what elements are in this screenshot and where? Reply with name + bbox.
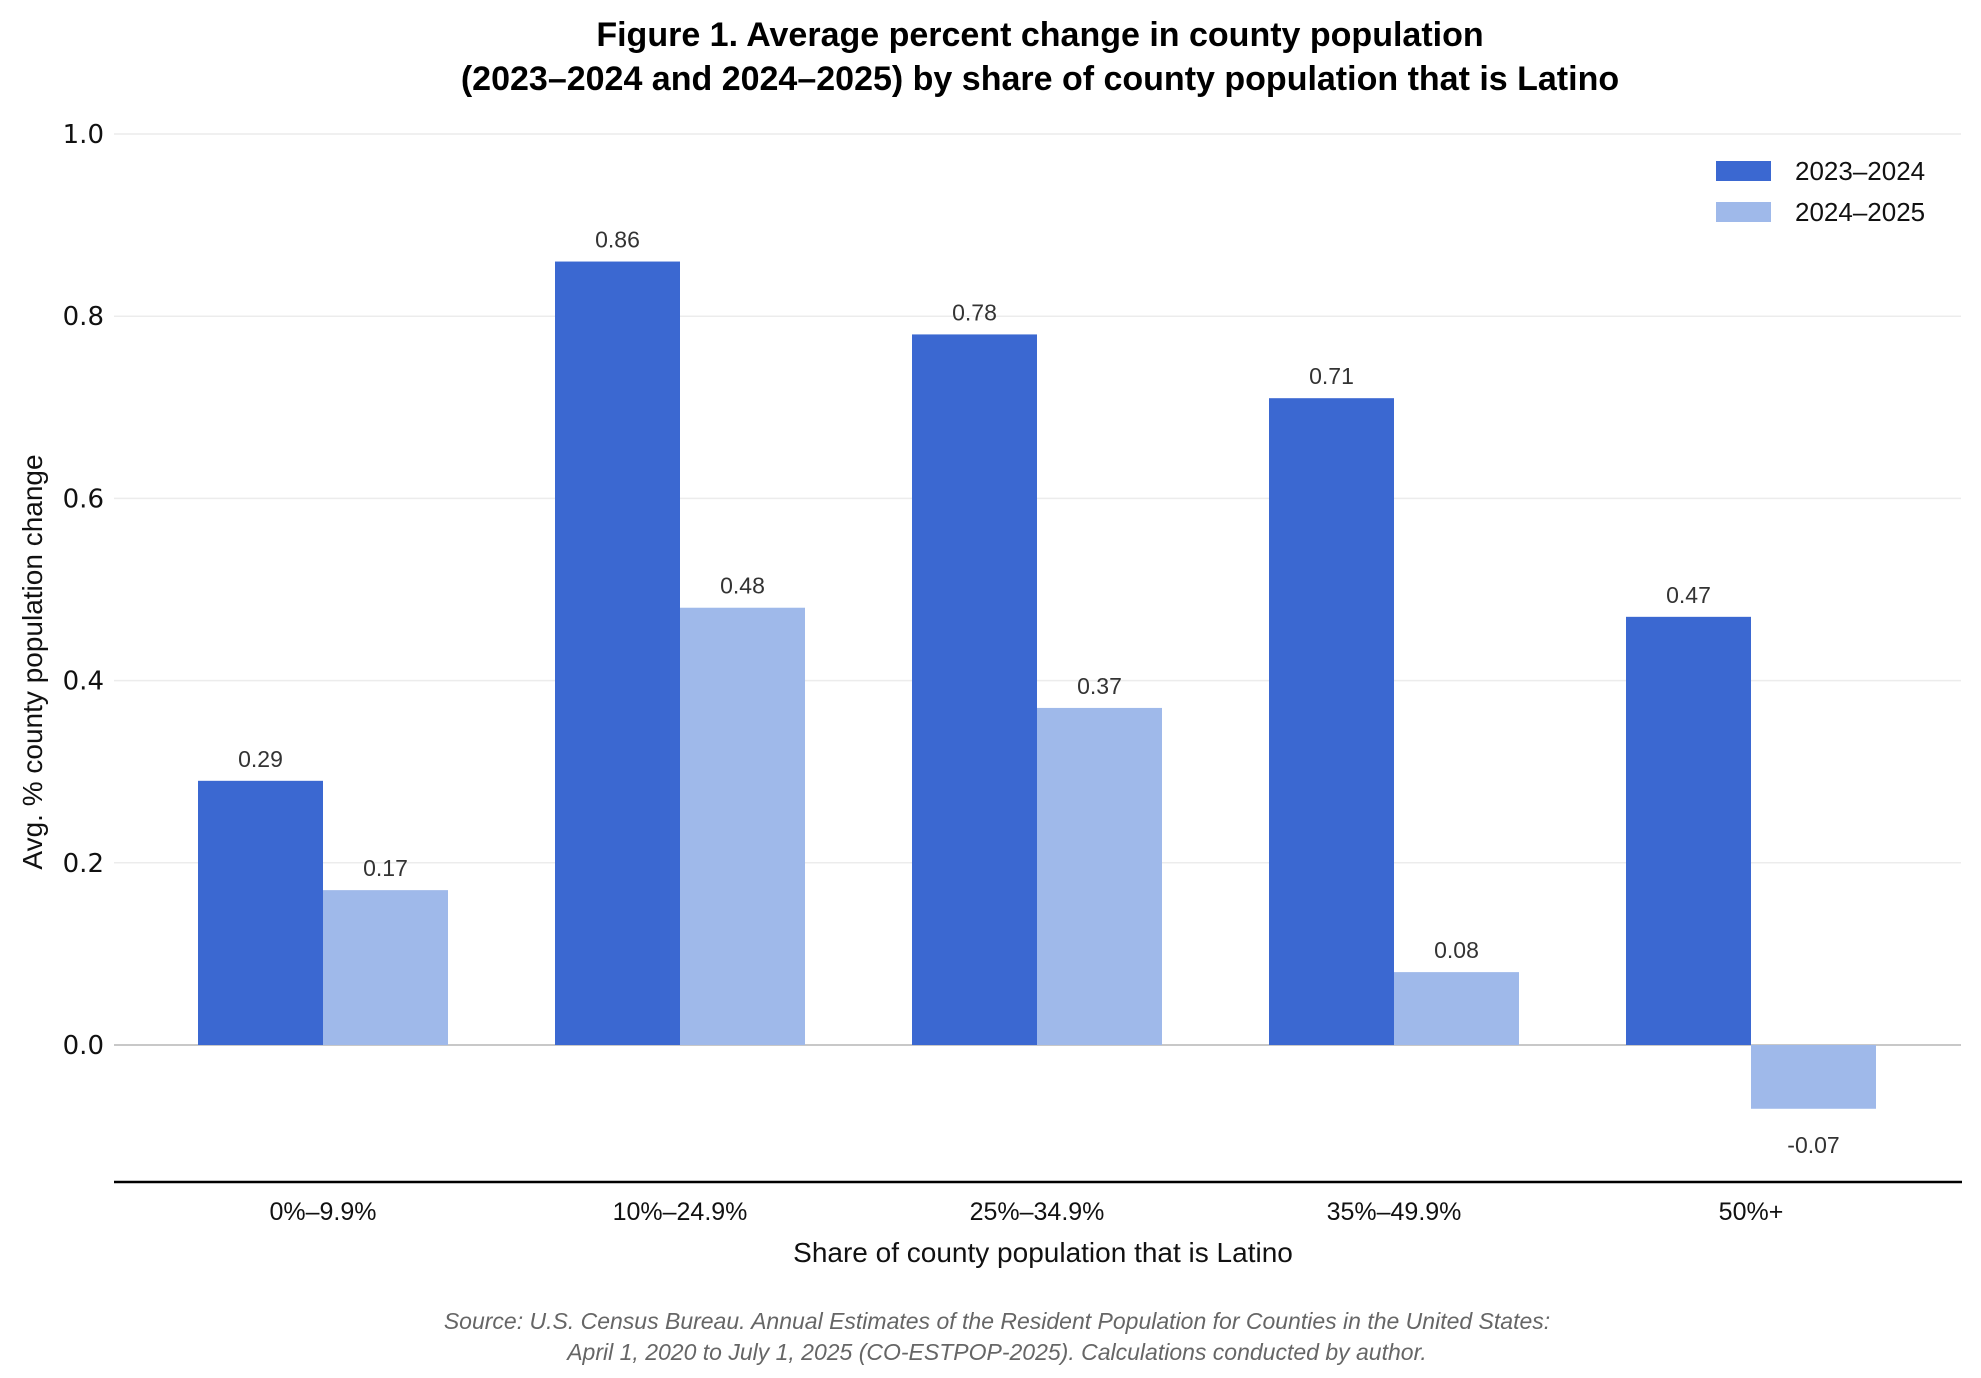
bar-series-2 [680,607,805,1045]
y-tick-label: 0.2 [63,849,104,879]
legend-swatch [1716,202,1771,222]
legend-label: 2024–2025 [1795,197,1925,227]
x-tick-label: 25%–34.9% [970,1198,1105,1226]
y-tick-label: 0.0 [63,1031,104,1061]
data-label: 0.78 [952,299,997,325]
data-label: 0.71 [1309,363,1354,389]
data-label: 0.08 [1434,937,1479,963]
data-label: 0.86 [595,227,640,253]
y-axis-label: Avg. % county population change [17,454,48,869]
data-label: 0.29 [238,746,283,772]
legend-swatch [1716,161,1771,181]
bar-series-1 [555,261,680,1045]
data-label: 0.47 [1666,582,1711,608]
source-note-line-2: April 1, 2020 to July 1, 2025 (CO-ESTPOP… [565,1339,1427,1365]
y-axis-ticks: 0.0 0.2 0.4 0.6 0.8 1.0 [63,120,104,1061]
data-label: 0.17 [363,855,408,881]
data-labels: 0.29 0.17 0.86 0.48 0.78 0.37 0.71 0.08 0.47 -0.0… [238,227,1840,1158]
data-label: 0.37 [1077,673,1122,699]
bar-series-1 [198,780,323,1045]
x-axis-ticks: 0%–9.9% 10%–24.9% 25%–34.9% 35%–49.9% 50%+ [269,1198,1783,1226]
x-tick-label: 35%–49.9% [1327,1198,1462,1226]
bar-series-2 [323,890,448,1045]
x-tick-label: 50%+ [1719,1198,1784,1226]
source-note-line-1: Source: U.S. Census Bureau. Annual Estim… [444,1308,1550,1334]
bar-series-2 [1751,1045,1876,1109]
y-tick-label: 0.8 [63,302,104,332]
y-tick-label: 0.4 [63,667,104,697]
chart-title-line-2: (2023–2024 and 2024–2025) by share of co… [461,60,1619,98]
y-tick-label: 1.0 [63,120,104,150]
y-tick-label: 0.6 [63,484,104,514]
bar-series-1 [912,334,1037,1045]
data-label: -0.07 [1787,1132,1839,1158]
x-tick-label: 10%–24.9% [613,1198,748,1226]
bars [198,261,1876,1109]
legend: 2023–2024 2024–2025 [1716,156,1925,227]
x-axis-label: Share of county population that is Latin… [793,1237,1293,1268]
legend-label: 2023–2024 [1795,156,1925,186]
chart-title-line-1: Figure 1. Average percent change in coun… [596,16,1483,54]
bar-series-1 [1626,616,1751,1045]
bar-series-1 [1269,398,1394,1045]
bar-series-2 [1394,972,1519,1045]
x-tick-label: 0%–9.9% [269,1198,376,1226]
bar-series-2 [1037,707,1162,1045]
data-label: 0.48 [720,573,765,599]
